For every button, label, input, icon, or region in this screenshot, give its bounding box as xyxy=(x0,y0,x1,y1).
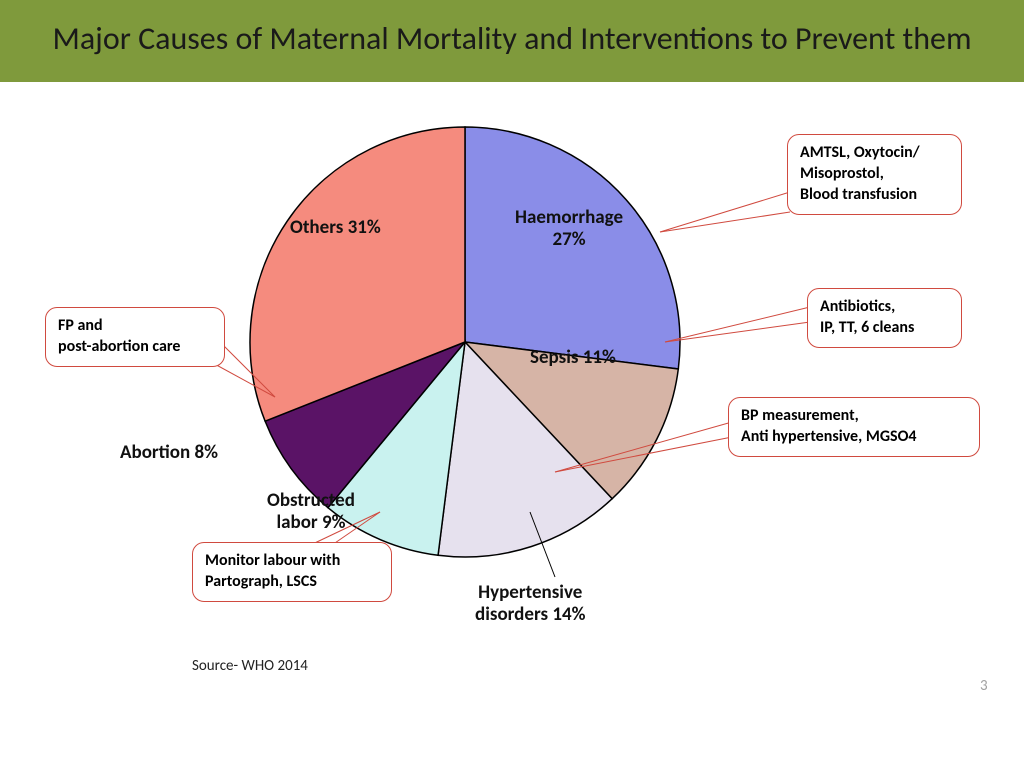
segment-label-haemorrhage: Haemorrhage 27% xyxy=(515,207,623,251)
segment-label-sepsis: Sepsis 11% xyxy=(530,347,616,369)
segment-label-abortion: Abortion 8% xyxy=(120,442,218,464)
callout-haemorrhage: AMTSL, Oxytocin/ Misoprostol, Blood tran… xyxy=(787,134,962,214)
segment-label-hypertensive-disorders: Hypertensive disorders 14% xyxy=(475,582,585,626)
leader-sepsis xyxy=(665,307,810,342)
callout-hypertensive-disorders: BP measurement, Anti hypertensive, MGSO4 xyxy=(728,397,980,457)
chart-area: Source- WHO 2014 3 Haemorrhage 27% Sepsis… xyxy=(0,82,1024,722)
chart-title: Major Causes of Maternal Mortality and I… xyxy=(40,20,984,58)
callout-abortion: FP and post-abortion care xyxy=(45,307,225,367)
page-number: 3 xyxy=(980,677,988,695)
segment-label-others: Others 31% xyxy=(290,217,381,239)
title-bar: Major Causes of Maternal Mortality and I… xyxy=(0,0,1024,82)
callout-sepsis: Antibiotics, IP, TT, 6 cleans xyxy=(807,288,962,348)
segment-label-obstructed-labor: Obstructed labor 9% xyxy=(267,490,355,534)
callout-obstructed-labor: Monitor labour with Partograph, LSCS xyxy=(192,542,392,602)
source-text: Source- WHO 2014 xyxy=(192,657,308,675)
